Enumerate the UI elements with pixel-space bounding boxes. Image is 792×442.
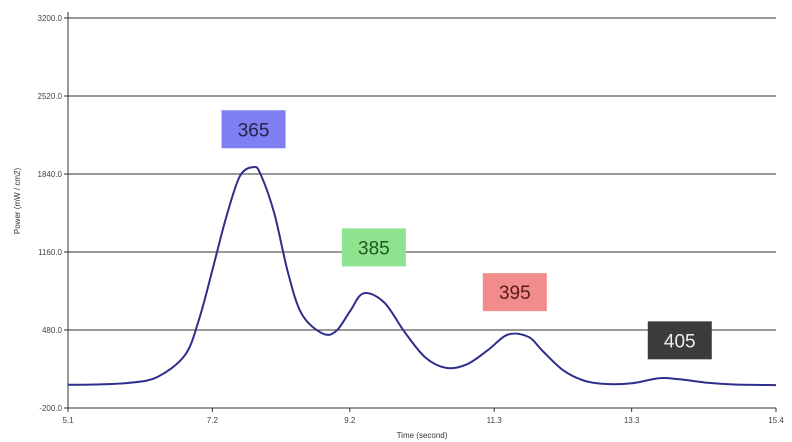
x-axis-title: Time (second): [397, 431, 448, 440]
y-tick-label: -200.0: [39, 404, 62, 413]
y-tick-label: 480.0: [42, 326, 63, 335]
x-tick-label: 7.2: [207, 416, 219, 425]
y-axis-title: Power (mW / cm2): [13, 168, 22, 235]
badge-background: [647, 321, 712, 360]
y-tick-label: 2520.0: [38, 92, 63, 101]
series-line: [67, 165, 777, 387]
wavelength-badge: 405: [647, 321, 712, 360]
annotations: 365 385 395 405: [221, 110, 712, 360]
x-tick-label: 5.1: [62, 416, 74, 425]
x-tick-label: 11.3: [487, 416, 503, 425]
badge-label: 395: [499, 283, 531, 304]
grid-lines: [68, 17, 776, 331]
y-tick-label: 3200.0: [38, 14, 63, 23]
wavelength-badge: 365: [221, 110, 286, 149]
badge-background: [221, 110, 286, 149]
x-tick-label: 15.4: [768, 416, 784, 425]
x-tick-label: 9.2: [344, 416, 356, 425]
badge-background: [341, 228, 406, 267]
badge-label: 405: [664, 331, 696, 352]
badge-background: [482, 273, 547, 312]
series-layer: [67, 165, 777, 387]
wavelength-badge: 385: [341, 228, 406, 267]
axes: -200.0 480.0 1160.0 1840.0 2520.0 3200.0 5.1 7.…: [38, 12, 784, 425]
y-tick-label: 1160.0: [38, 248, 62, 257]
badge-label: 385: [358, 238, 390, 259]
y-tick-label: 1840.0: [38, 170, 63, 179]
x-tick-label: 13.3: [624, 416, 640, 425]
wavelength-badge: 395: [482, 273, 547, 312]
badge-label: 365: [238, 120, 270, 141]
